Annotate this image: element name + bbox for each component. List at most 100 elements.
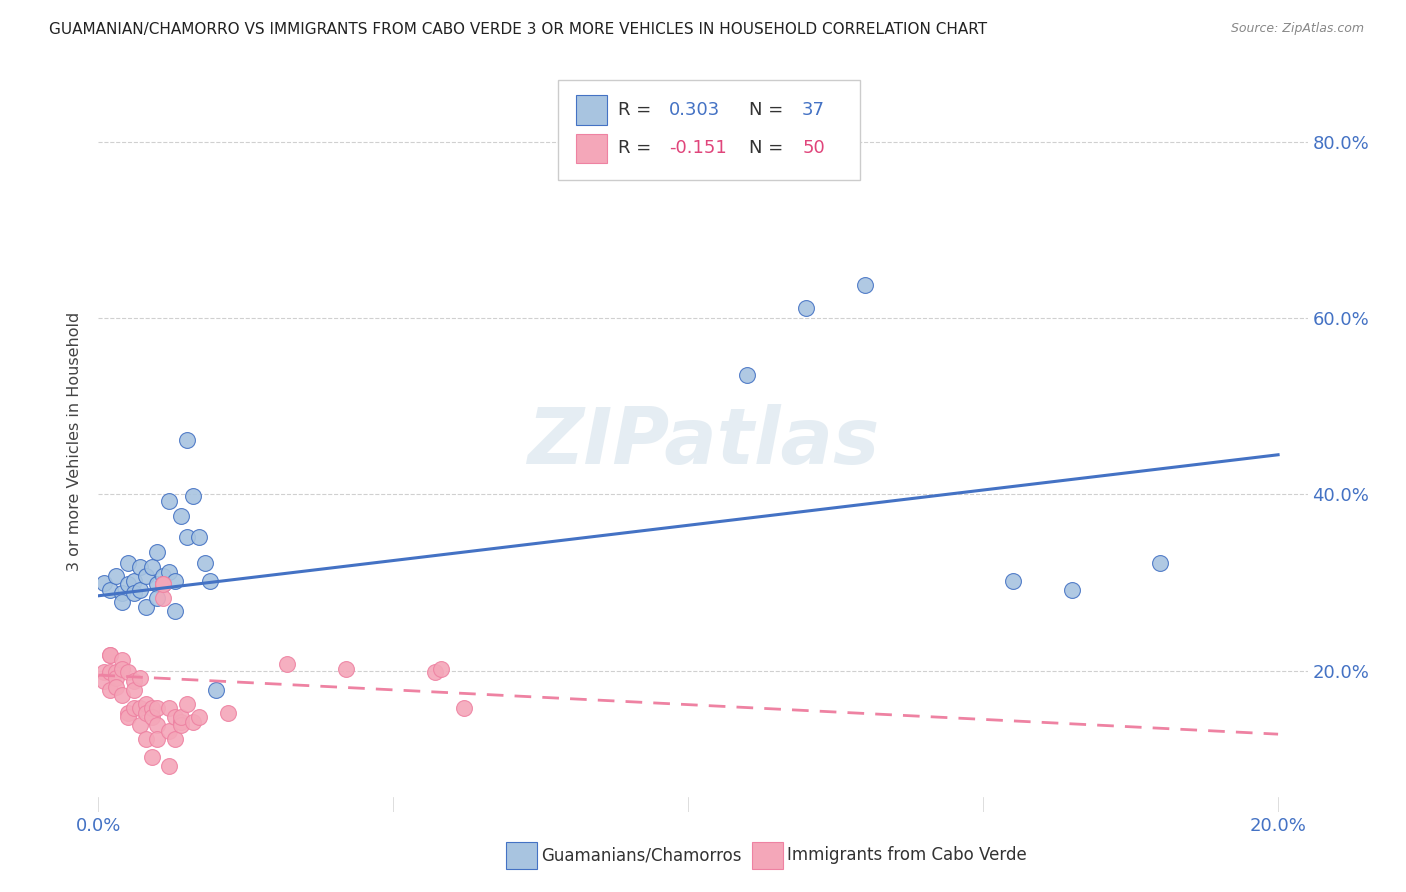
Point bbox=[176, 697, 198, 711]
Text: Guamanians/Chamorros: Guamanians/Chamorros bbox=[541, 847, 742, 864]
Point bbox=[165, 604, 187, 618]
Text: Immigrants from Cabo Verde: Immigrants from Cabo Verde bbox=[787, 847, 1028, 864]
Point bbox=[181, 489, 204, 503]
Text: ZIPatlas: ZIPatlas bbox=[527, 403, 879, 480]
Point bbox=[165, 709, 187, 723]
Point bbox=[98, 648, 121, 662]
Point bbox=[794, 301, 817, 315]
Text: 50: 50 bbox=[803, 139, 825, 157]
Text: 37: 37 bbox=[803, 101, 825, 119]
Point bbox=[141, 750, 163, 764]
Point bbox=[111, 662, 134, 676]
Text: Source: ZipAtlas.com: Source: ZipAtlas.com bbox=[1230, 22, 1364, 36]
Point bbox=[1149, 556, 1171, 570]
Point bbox=[194, 556, 217, 570]
FancyBboxPatch shape bbox=[558, 80, 860, 180]
FancyBboxPatch shape bbox=[576, 134, 607, 163]
Point bbox=[165, 732, 187, 747]
Point bbox=[93, 665, 115, 680]
Point bbox=[98, 582, 121, 597]
Point bbox=[135, 732, 157, 747]
Point bbox=[122, 700, 145, 714]
Point bbox=[170, 509, 193, 524]
Point bbox=[152, 577, 174, 591]
Text: R =: R = bbox=[619, 139, 658, 157]
Point bbox=[429, 662, 451, 676]
Point bbox=[122, 683, 145, 698]
Point bbox=[217, 706, 239, 720]
Point bbox=[98, 665, 121, 680]
Point bbox=[111, 653, 134, 667]
Point bbox=[152, 577, 174, 591]
Point bbox=[176, 530, 198, 544]
Point bbox=[105, 671, 128, 685]
Point bbox=[128, 559, 150, 574]
Point bbox=[135, 600, 157, 615]
Point bbox=[122, 674, 145, 689]
FancyBboxPatch shape bbox=[576, 95, 607, 125]
Point bbox=[135, 706, 157, 720]
Point bbox=[1001, 574, 1024, 588]
Point bbox=[146, 700, 169, 714]
Point bbox=[735, 368, 758, 383]
Point bbox=[335, 662, 357, 676]
Point bbox=[170, 718, 193, 732]
Point bbox=[141, 709, 163, 723]
Point bbox=[117, 706, 139, 720]
Point bbox=[200, 574, 222, 588]
Point bbox=[111, 595, 134, 609]
Point bbox=[111, 689, 134, 703]
Text: GUAMANIAN/CHAMORRO VS IMMIGRANTS FROM CABO VERDE 3 OR MORE VEHICLES IN HOUSEHOLD: GUAMANIAN/CHAMORRO VS IMMIGRANTS FROM CA… bbox=[49, 22, 987, 37]
Text: -0.151: -0.151 bbox=[669, 139, 727, 157]
Point bbox=[157, 759, 180, 773]
Point bbox=[170, 709, 193, 723]
Text: R =: R = bbox=[619, 101, 658, 119]
Point bbox=[423, 665, 446, 680]
Point bbox=[98, 648, 121, 662]
Point bbox=[128, 671, 150, 685]
Point bbox=[146, 577, 169, 591]
Point bbox=[453, 700, 475, 714]
Text: N =: N = bbox=[749, 139, 789, 157]
Point bbox=[152, 591, 174, 606]
Point bbox=[176, 433, 198, 447]
Point bbox=[105, 665, 128, 680]
Point bbox=[117, 709, 139, 723]
Point bbox=[117, 577, 139, 591]
Point bbox=[157, 494, 180, 508]
Point bbox=[135, 697, 157, 711]
Point bbox=[128, 700, 150, 714]
Point bbox=[117, 556, 139, 570]
Point bbox=[105, 568, 128, 582]
Point bbox=[181, 714, 204, 729]
Point bbox=[122, 586, 145, 600]
Point bbox=[205, 683, 228, 698]
Point bbox=[117, 665, 139, 680]
Point bbox=[93, 674, 115, 689]
Point bbox=[157, 723, 180, 738]
Point bbox=[187, 709, 209, 723]
Point bbox=[93, 575, 115, 590]
Point bbox=[276, 657, 298, 671]
Point bbox=[111, 586, 134, 600]
Point bbox=[141, 559, 163, 574]
Point bbox=[98, 683, 121, 698]
Point bbox=[170, 714, 193, 729]
Point bbox=[105, 680, 128, 694]
Point bbox=[165, 574, 187, 588]
Y-axis label: 3 or more Vehicles in Household: 3 or more Vehicles in Household bbox=[67, 312, 83, 571]
Point bbox=[152, 577, 174, 591]
Point bbox=[122, 574, 145, 588]
Point bbox=[157, 700, 180, 714]
Point bbox=[146, 591, 169, 606]
Text: 0.303: 0.303 bbox=[669, 101, 720, 119]
Point bbox=[157, 565, 180, 579]
Point bbox=[146, 718, 169, 732]
Point bbox=[141, 700, 163, 714]
Point bbox=[152, 568, 174, 582]
Point bbox=[135, 568, 157, 582]
Text: N =: N = bbox=[749, 101, 789, 119]
Point bbox=[146, 545, 169, 559]
Point bbox=[146, 732, 169, 747]
Point bbox=[187, 530, 209, 544]
